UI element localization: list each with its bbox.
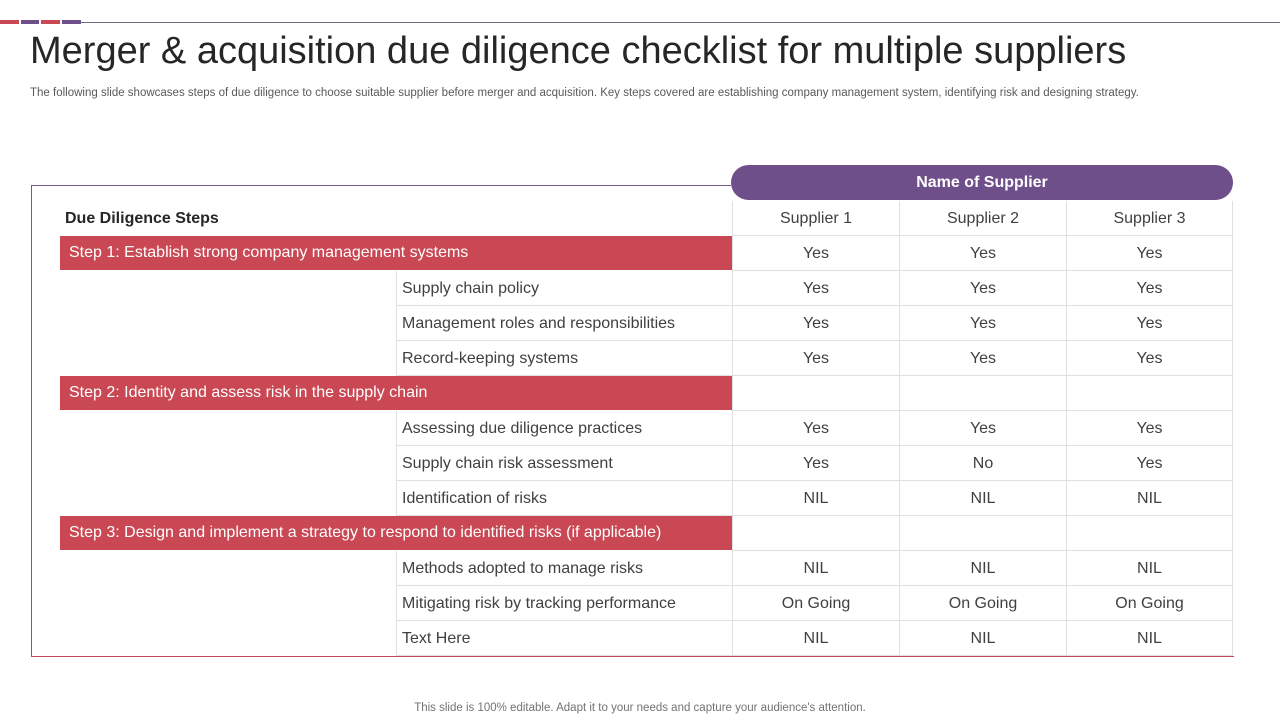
supplier-3-cell <box>1066 516 1233 551</box>
supplier-3-cell: Yes <box>1066 411 1233 446</box>
supplier-2-cell: Yes <box>899 306 1066 341</box>
supplier-1-cell: NIL <box>732 551 899 586</box>
supplier-2-cell: NIL <box>899 621 1066 656</box>
item-label: Mitigating risk by tracking performance <box>396 586 732 621</box>
supplier-1-cell: Yes <box>732 341 899 376</box>
supplier-3-cell: Yes <box>1066 236 1233 271</box>
item-label: Management roles and responsibilities <box>396 306 732 341</box>
supplier-2-cell: Yes <box>899 271 1066 306</box>
table-row: Assessing due diligence practices Yes Yes Y… <box>60 411 1234 446</box>
item-label: Text Here <box>396 621 732 656</box>
supplier-3-cell: Yes <box>1066 446 1233 481</box>
step-label: Step 1: Establish strong company managem… <box>60 236 732 270</box>
supplier-1-cell: Yes <box>732 306 899 341</box>
supplier-3-cell: On Going <box>1066 586 1233 621</box>
step-row: Step 1: Establish strong company managem… <box>60 236 1234 271</box>
supplier-3-cell: Yes <box>1066 341 1233 376</box>
supplier-group-header: Name of Supplier <box>731 165 1233 200</box>
supplier-1-cell: Yes <box>732 411 899 446</box>
item-label: Supply chain risk assessment <box>396 446 732 481</box>
footer-note: This slide is 100% editable. Adapt it to… <box>414 702 866 714</box>
supplier-1-cell <box>732 516 899 551</box>
supplier-3-cell: Yes <box>1066 271 1233 306</box>
supplier-1-cell: Yes <box>732 446 899 481</box>
table-row: Mitigating risk by tracking performance O… <box>60 586 1234 621</box>
top-accent-bar <box>0 20 83 24</box>
supplier-2-cell: Yes <box>899 236 1066 271</box>
item-label: Methods adopted to manage risks <box>396 551 732 586</box>
steps-column-header: Due Diligence Steps <box>65 210 219 227</box>
table-row: Identification of risks NIL NIL NIL <box>60 481 1234 516</box>
supplier-2-header: Supplier 2 <box>899 201 1066 236</box>
table-row: Supply chain policy Yes Yes Yes <box>60 271 1234 306</box>
supplier-3-cell: NIL <box>1066 481 1233 516</box>
table-frame-bottom <box>31 656 1234 657</box>
supplier-1-cell: NIL <box>732 621 899 656</box>
supplier-2-cell <box>899 516 1066 551</box>
table-row: Text Here NIL NIL NIL <box>60 621 1234 656</box>
supplier-3-cell: Yes <box>1066 306 1233 341</box>
supplier-3-cell: NIL <box>1066 551 1233 586</box>
supplier-1-cell: NIL <box>732 481 899 516</box>
checklist-table-body: Step 1: Establish strong company managem… <box>60 236 1234 656</box>
supplier-3-cell <box>1066 376 1233 411</box>
step-label: Step 3: Design and implement a strategy … <box>60 516 732 550</box>
supplier-3-cell: NIL <box>1066 621 1233 656</box>
top-divider <box>79 22 1280 23</box>
item-label: Identification of risks <box>396 481 732 516</box>
table-row: Management roles and responsibilities Yes… <box>60 306 1234 341</box>
step-row: Step 3: Design and implement a strategy … <box>60 516 1234 551</box>
supplier-1-cell: On Going <box>732 586 899 621</box>
supplier-3-header: Supplier 3 <box>1066 201 1233 236</box>
table-row: Record-keeping systems Yes Yes Yes <box>60 341 1234 376</box>
item-label: Supply chain policy <box>396 271 732 306</box>
page-title: Merger & acquisition due diligence check… <box>30 30 1127 72</box>
item-label: Assessing due diligence practices <box>396 411 732 446</box>
supplier-1-cell <box>732 376 899 411</box>
table-frame-left <box>31 185 32 657</box>
page-subtitle: The following slide showcases steps of d… <box>30 87 1139 99</box>
item-label: Record-keeping systems <box>396 341 732 376</box>
supplier-2-cell: NIL <box>899 481 1066 516</box>
supplier-1-cell: Yes <box>732 271 899 306</box>
supplier-2-cell: Yes <box>899 411 1066 446</box>
supplier-2-cell: On Going <box>899 586 1066 621</box>
table-row: Supply chain risk assessment Yes No Yes <box>60 446 1234 481</box>
supplier-2-cell: Yes <box>899 341 1066 376</box>
supplier-1-header: Supplier 1 <box>732 201 899 236</box>
supplier-1-cell: Yes <box>732 236 899 271</box>
table-row: Methods adopted to manage risks NIL NIL NIL <box>60 551 1234 586</box>
supplier-2-cell: NIL <box>899 551 1066 586</box>
step-row: Step 2: Identity and assess risk in the … <box>60 376 1234 411</box>
table-column-headers: Due Diligence Steps Supplier 1 Supplier … <box>60 201 1234 236</box>
step-label: Step 2: Identity and assess risk in the … <box>60 376 732 410</box>
supplier-2-cell: No <box>899 446 1066 481</box>
supplier-2-cell <box>899 376 1066 411</box>
table-frame-top <box>31 185 731 186</box>
